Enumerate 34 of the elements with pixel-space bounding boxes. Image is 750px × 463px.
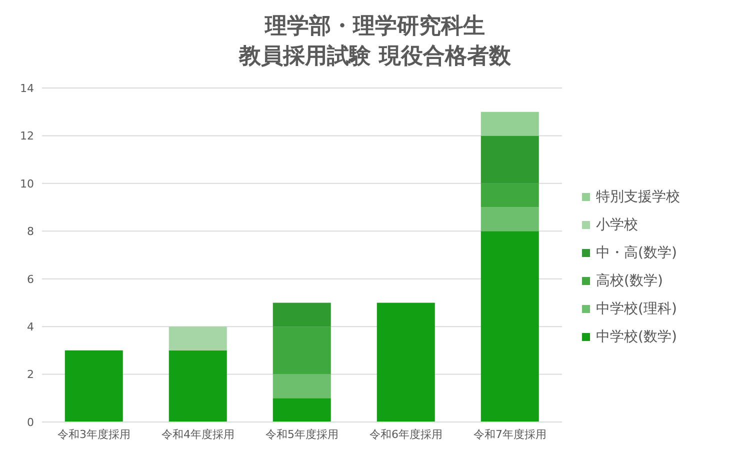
bar — [272, 398, 331, 422]
x-tick-label: 令和6年度採用 — [370, 428, 442, 441]
x-tick-label: 令和3年度採用 — [58, 428, 130, 441]
bar — [480, 136, 539, 184]
chart-title: 理学部・理学研究科生 — [264, 13, 486, 41]
legend-label: 中学校(理科) — [596, 300, 677, 318]
legend-label: 中・高(数学) — [596, 244, 677, 262]
y-tick-label: 2 — [27, 368, 34, 382]
chart-subtitle: 教員採用試験 現役合格者数 — [238, 43, 512, 71]
bar — [168, 350, 227, 422]
x-tick-label: 令和7年度採用 — [474, 428, 546, 441]
bar — [480, 183, 539, 208]
bar — [272, 302, 331, 327]
bar — [168, 326, 227, 350]
bar — [480, 207, 539, 232]
legend-label: 高校(数学) — [596, 272, 663, 290]
y-tick-label: 14 — [20, 82, 34, 95]
bar — [480, 112, 539, 136]
bar — [272, 326, 331, 374]
bar — [376, 302, 435, 422]
y-tick-label: 8 — [27, 225, 34, 238]
bar — [480, 231, 539, 422]
y-tick-label: 4 — [27, 320, 34, 334]
legend-label: 中学校(数学) — [596, 328, 677, 346]
legend-label: 小学校 — [596, 216, 638, 234]
y-tick-label: 12 — [20, 130, 34, 143]
bar — [64, 350, 123, 422]
y-tick-label: 0 — [27, 416, 34, 429]
y-tick-label: 6 — [27, 272, 34, 286]
bar — [272, 374, 331, 398]
x-tick-label: 令和5年度採用 — [266, 428, 338, 441]
legend-label: 特別支援学校 — [596, 188, 680, 206]
x-tick-label: 令和4年度採用 — [162, 428, 234, 441]
y-tick-label: 10 — [20, 177, 34, 190]
